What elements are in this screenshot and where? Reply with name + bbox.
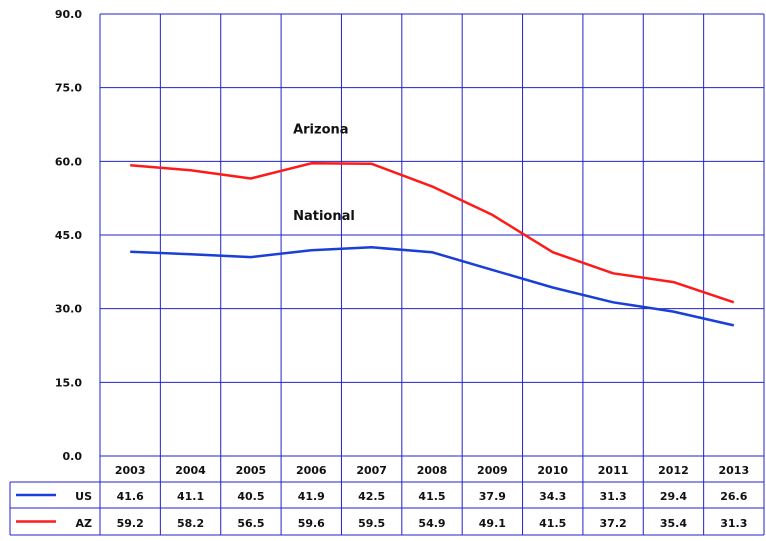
data-label: 34.3	[539, 490, 566, 503]
data-table: 2003 2004 2005 2006 2007 2008 2009 2010 2011 2012…	[16, 464, 749, 530]
annotation-arizona: Arizona	[293, 122, 348, 137]
data-label: 37.9	[479, 490, 506, 503]
series-line-az	[130, 162, 735, 304]
data-label: 41.9	[298, 490, 325, 503]
data-label: 31.3	[720, 517, 747, 530]
grid	[9, 13, 765, 536]
data-label: 59.5	[358, 517, 385, 530]
data-label: 41.5	[418, 490, 445, 503]
y-axis-ticks: 0.0 15.0 30.0 45.0 60.0 75.0 90.0	[55, 8, 82, 463]
data-label: 49.1	[479, 517, 506, 530]
x-tick-label: 2009	[477, 464, 508, 477]
x-tick-label: 2013	[719, 464, 750, 477]
data-label: 41.1	[177, 490, 204, 503]
x-tick-label: 2010	[537, 464, 568, 477]
x-tick-label: 2006	[296, 464, 327, 477]
x-tick-label: 2003	[115, 464, 146, 477]
series-lines	[130, 162, 735, 327]
y-tick-label: 0.0	[63, 450, 83, 463]
y-tick-label: 90.0	[55, 8, 82, 21]
data-label: 35.4	[660, 517, 687, 530]
series-line-us	[130, 246, 735, 327]
y-tick-label: 75.0	[55, 82, 82, 95]
y-tick-label: 45.0	[55, 229, 82, 242]
annotation-national: National	[293, 209, 355, 224]
data-label: 29.4	[660, 490, 687, 503]
data-label: 54.9	[418, 517, 445, 530]
x-tick-label: 2008	[417, 464, 448, 477]
data-label: 56.5	[237, 517, 264, 530]
legend-label-us: US	[75, 490, 92, 503]
data-label: 58.2	[177, 517, 204, 530]
x-tick-label: 2011	[598, 464, 629, 477]
data-label: 26.6	[720, 490, 747, 503]
legend-label-az: AZ	[76, 517, 93, 530]
data-label: 37.2	[600, 517, 627, 530]
data-label: 59.2	[117, 517, 144, 530]
annotations: Arizona National	[293, 122, 355, 224]
data-label: 42.5	[358, 490, 385, 503]
data-label: 41.6	[117, 490, 144, 503]
data-label: 59.6	[298, 517, 325, 530]
y-tick-label: 60.0	[55, 155, 82, 168]
x-tick-label: 2005	[236, 464, 267, 477]
y-tick-label: 15.0	[55, 376, 82, 389]
y-tick-label: 30.0	[55, 303, 82, 316]
data-label: 31.3	[600, 490, 627, 503]
data-label: 41.5	[539, 517, 566, 530]
x-tick-label: 2012	[658, 464, 689, 477]
x-tick-label: 2004	[175, 464, 206, 477]
x-tick-label: 2007	[356, 464, 387, 477]
data-label: 40.5	[237, 490, 264, 503]
